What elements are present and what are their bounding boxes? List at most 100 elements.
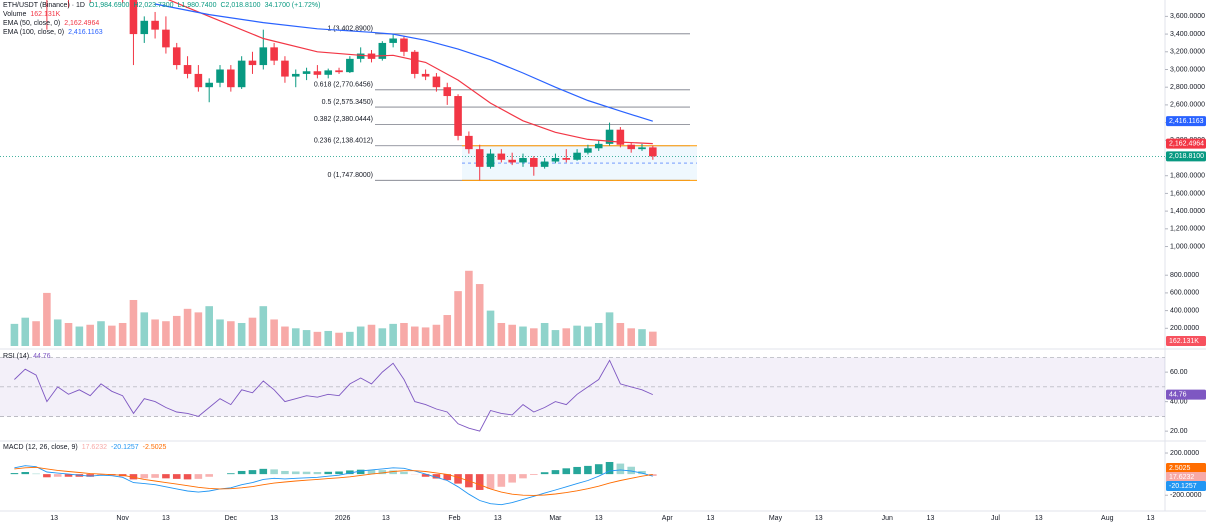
volume-tick-label: 800.0000 — [1170, 272, 1199, 279]
volume-bar — [551, 330, 560, 346]
volume-bar — [497, 322, 506, 346]
price-badge-label: 2,162.4964 — [1169, 140, 1204, 147]
candle-body — [497, 153, 506, 160]
macd-histogram-bar — [389, 470, 397, 475]
legend-text: ETH/USDT (Binance) · 1D — [3, 2, 85, 9]
macd-histogram-bar — [151, 474, 159, 478]
macd-histogram-bar — [64, 474, 73, 477]
macd-histogram-bar — [313, 472, 322, 475]
volume-bar — [649, 331, 657, 346]
x-tick-label: Jun — [882, 515, 893, 522]
volume-bar — [64, 322, 73, 346]
volume-bar — [486, 310, 495, 346]
volume-bar — [562, 328, 571, 346]
volume-bar — [248, 317, 257, 346]
volume-bar — [508, 324, 516, 346]
candle-body — [627, 144, 635, 150]
candle-body — [410, 51, 419, 74]
macd-histogram-bar — [519, 474, 527, 479]
volume-tick-label: 400.0000 — [1170, 307, 1199, 314]
candle-body — [140, 20, 149, 35]
price-badge — [1166, 481, 1206, 491]
volume-bar — [346, 331, 354, 346]
volume-bar — [32, 321, 40, 346]
candle-body — [540, 161, 549, 167]
candle-body — [216, 69, 224, 83]
y-tick-label: 3,200.0000 — [1170, 49, 1205, 56]
macd-histogram-bar — [638, 470, 646, 475]
candle-body — [400, 38, 408, 52]
volume-bar — [530, 328, 538, 346]
x-tick-label: 13 — [595, 515, 603, 522]
volume-bar — [454, 291, 462, 346]
candle-body — [162, 29, 170, 48]
legend-text: 2,162.4964 — [64, 20, 99, 27]
legend-text: Volume — [3, 11, 26, 18]
volume-bar — [627, 328, 635, 346]
volume-bar — [281, 326, 289, 346]
x-tick-label: 13 — [1147, 515, 1155, 522]
candle-body — [573, 152, 581, 160]
legend: ETH/USDT (Binance) · 1D O1,984.6900 H2,023… — [3, 2, 320, 9]
volume-bar — [172, 315, 181, 346]
signal-line — [14, 466, 653, 496]
macd-histogram-bar — [508, 474, 516, 483]
x-tick-label: Aug — [1101, 515, 1114, 522]
volume-bar — [75, 326, 84, 346]
ema-line — [154, 3, 653, 122]
volume-bar — [616, 322, 625, 346]
x-tick-label: 13 — [270, 515, 278, 522]
volume-bar — [400, 322, 408, 346]
macd-histogram-bar — [475, 474, 484, 490]
legend: RSI (14) 44.76 — [3, 353, 51, 360]
macd-tick-label: 200.0000 — [1170, 450, 1199, 457]
macd-histogram-bar — [443, 474, 452, 481]
fib-label: 0 (1,747.8000) — [327, 172, 373, 179]
legend-text: O1,984.6900 — [89, 2, 130, 9]
legend-text: H2,023.7300 — [133, 2, 173, 9]
candle-body — [291, 73, 300, 77]
macd-histogram-bar — [86, 474, 94, 477]
candle-body — [475, 149, 484, 167]
candle-body — [205, 82, 213, 88]
volume-bar — [205, 306, 213, 346]
volume-bar — [129, 299, 138, 346]
legend-text: L1,980.7400 — [178, 2, 217, 9]
y-tick-label: 2,800.0000 — [1170, 84, 1205, 91]
legend: EMA (50, close, 0) 2,162.4964 — [3, 20, 99, 27]
macd-histogram-bar — [324, 471, 333, 475]
y-tick-label: 2,600.0000 — [1170, 102, 1205, 109]
y-tick-label: 1,000.0000 — [1170, 243, 1205, 250]
fib-label: 0.382 (2,380.0444) — [314, 116, 373, 123]
candle-body — [443, 87, 452, 97]
legend: EMA (100, close, 0) 2,416.1163 — [3, 29, 103, 36]
candle-body — [270, 47, 278, 61]
macd-line — [14, 465, 653, 506]
candle-body — [248, 60, 257, 66]
candle-body — [551, 158, 560, 162]
macd-histogram-bar — [237, 470, 246, 475]
volume-bar — [291, 328, 300, 346]
candle-body — [486, 153, 495, 167]
macd-histogram-bar — [281, 470, 289, 475]
legend-text: EMA (100, close, 0) — [3, 29, 64, 36]
legend-text: 17.6232 — [82, 444, 107, 451]
macd-histogram-bar — [205, 474, 213, 477]
fib-label: 0.236 (2,138.4012) — [314, 138, 373, 145]
macd-histogram-bar — [129, 474, 138, 480]
macd-histogram-bar — [194, 474, 203, 479]
volume-bar — [183, 308, 192, 346]
macd-histogram-bar — [584, 465, 592, 475]
volume-bar — [638, 329, 646, 346]
volume-bar — [21, 317, 30, 346]
price-badge — [1166, 463, 1206, 473]
macd-histogram-bar — [594, 464, 603, 475]
x-tick-label: Dec — [225, 515, 238, 522]
volume-bar — [53, 319, 62, 346]
fib-label: 0.618 (2,770.6456) — [314, 82, 373, 89]
volume-bar — [594, 322, 603, 346]
y-tick-label: 1,200.0000 — [1170, 226, 1205, 233]
y-tick-label: 1,400.0000 — [1170, 208, 1205, 215]
